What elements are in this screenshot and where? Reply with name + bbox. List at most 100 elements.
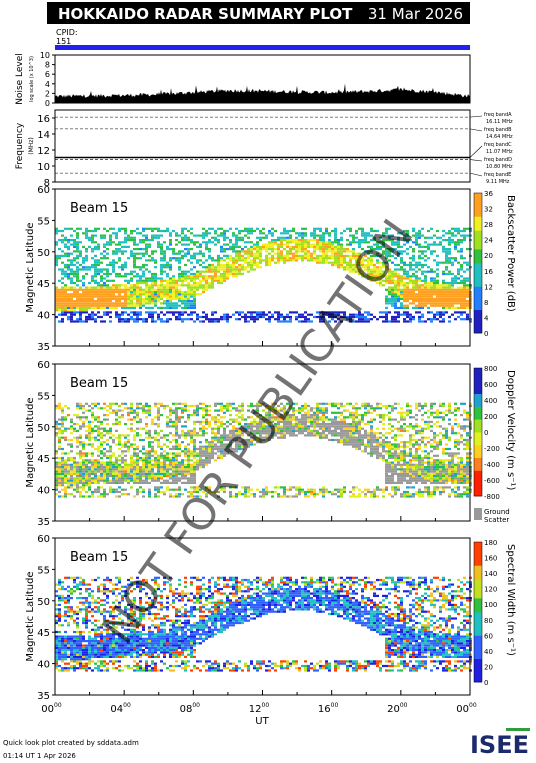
- heatmap-cell: [433, 315, 436, 319]
- heatmap-cell: [289, 259, 292, 262]
- heatmap-cell: [127, 295, 130, 298]
- heatmap-cell: [58, 279, 61, 282]
- heatmap-cell: [79, 295, 82, 298]
- heatmap-cell: [292, 248, 295, 251]
- heatmap-cell: [211, 227, 214, 230]
- heatmap-cell: [118, 304, 121, 307]
- heatmap-cell: [238, 443, 241, 446]
- heatmap-cell: [226, 318, 229, 321]
- heatmap-cell: [85, 429, 88, 432]
- heatmap-cell: [130, 459, 133, 462]
- heatmap-cell: [133, 241, 136, 244]
- heatmap-cell: [187, 416, 190, 419]
- heatmap-cell: [169, 452, 172, 455]
- heatmap-cell: [124, 250, 127, 253]
- heatmap-cell: [181, 277, 184, 280]
- heatmap-cell: [403, 304, 406, 307]
- heatmap-cell: [112, 441, 115, 444]
- heatmap-cell: [427, 248, 430, 251]
- heatmap-cell: [430, 279, 433, 282]
- heatmap-cell: [364, 268, 367, 271]
- heatmap-cell: [262, 420, 265, 423]
- heatmap-cell: [232, 432, 235, 435]
- heatmap-cell: [247, 254, 250, 257]
- heatmap-cell: [364, 318, 367, 321]
- heatmap-cell: [91, 229, 94, 233]
- heatmap-cell: [109, 445, 112, 448]
- heatmap-cell: [292, 425, 295, 428]
- heatmap-cell: [334, 416, 337, 419]
- heatmap-cell: [271, 254, 274, 257]
- heatmap-cell: [157, 288, 160, 291]
- heatmap-cell: [118, 300, 121, 303]
- heatmap-cell: [217, 277, 220, 280]
- heatmap-cell: [235, 407, 238, 410]
- heatmap-cell: [79, 306, 82, 309]
- heatmap-cell: [214, 320, 217, 323]
- heatmap-cell: [145, 250, 148, 253]
- heatmap-cell: [160, 475, 163, 478]
- heatmap-cell: [454, 288, 457, 291]
- heatmap-cell: [181, 232, 184, 235]
- heatmap-cell: [448, 248, 451, 251]
- heatmap-cell: [256, 261, 259, 264]
- heatmap-cell: [223, 432, 226, 435]
- heatmap-cell: [229, 432, 232, 435]
- heatmap-cell: [157, 468, 160, 471]
- heatmap-cell: [151, 475, 154, 478]
- heatmap-cell: [127, 288, 130, 291]
- heatmap-cell: [403, 236, 406, 239]
- heatmap-cell: [61, 302, 64, 305]
- heatmap-cell: [94, 279, 97, 282]
- heatmap-cell: [418, 306, 421, 309]
- heatmap-cell: [253, 259, 256, 262]
- heatmap-cell: [451, 288, 454, 291]
- heatmap-cell: [349, 268, 352, 271]
- heatmap-cell: [112, 291, 115, 294]
- heatmap-cell: [214, 229, 217, 233]
- heatmap-cell: [316, 261, 319, 264]
- heatmap-cell: [145, 291, 148, 294]
- heatmap-cell: [157, 470, 160, 473]
- heatmap-cell: [436, 300, 439, 303]
- heatmap-cell: [145, 293, 148, 296]
- heatmap-cell: [160, 429, 163, 432]
- heatmap-cell: [391, 302, 394, 305]
- heatmap-cell: [199, 243, 202, 246]
- heatmap-cell: [142, 459, 145, 462]
- heatmap-cell: [256, 248, 259, 251]
- heatmap-cell: [121, 227, 124, 230]
- heatmap-cell: [427, 245, 430, 248]
- colorbar-swatch: [474, 272, 482, 278]
- heatmap-cell: [130, 479, 133, 482]
- heatmap-cell: [250, 423, 253, 426]
- heatmap-cell: [151, 311, 154, 314]
- heatmap-cell: [265, 414, 268, 417]
- heatmap-cell: [370, 318, 373, 321]
- heatmap-cell: [115, 311, 118, 314]
- heatmap-cell: [238, 229, 241, 233]
- heatmap-cell: [61, 288, 64, 291]
- heatmap-cell: [79, 472, 82, 475]
- heatmap-cell: [160, 481, 163, 484]
- heatmap-cell: [352, 315, 355, 319]
- heatmap-cell: [187, 456, 190, 460]
- heatmap-cell: [466, 318, 469, 321]
- heatmap-cell: [238, 250, 241, 253]
- heatmap-cell: [187, 404, 190, 408]
- heatmap-cell: [172, 463, 175, 466]
- heatmap-cell: [151, 281, 154, 285]
- heatmap-cell: [247, 438, 250, 442]
- heatmap-cell: [196, 288, 199, 291]
- heatmap-cell: [235, 275, 238, 278]
- heatmap-cell: [283, 420, 286, 423]
- heatmap-cell: [109, 490, 112, 494]
- heatmap-cell: [88, 268, 91, 271]
- heatmap-cell: [244, 318, 247, 321]
- heatmap-cell: [367, 252, 370, 255]
- heatmap-cell: [223, 277, 226, 280]
- heatmap-cell: [82, 420, 85, 423]
- heatmap-cell: [94, 477, 97, 480]
- heatmap-cell: [133, 320, 136, 323]
- heatmap-cell: [304, 318, 307, 321]
